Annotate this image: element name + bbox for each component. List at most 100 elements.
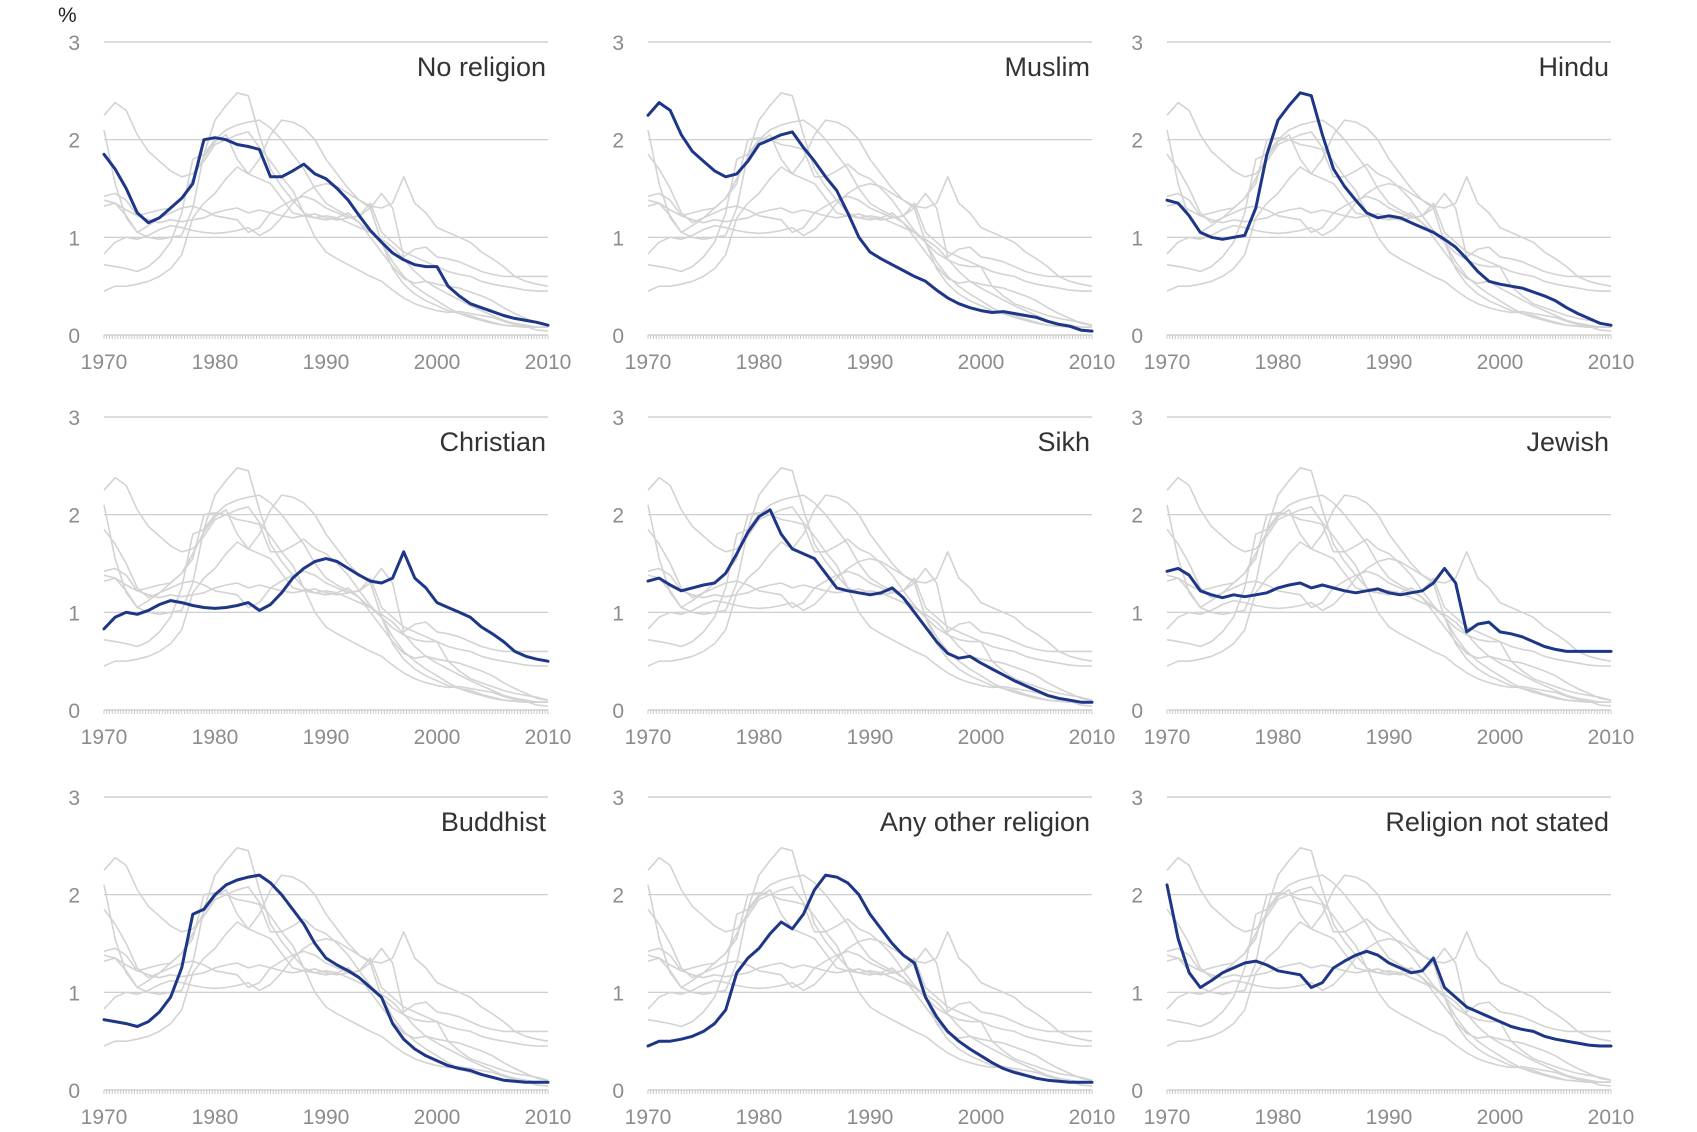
x-tick-label: 2000 (414, 726, 461, 749)
context-series-line (647, 192, 1092, 278)
context-series-line (647, 511, 1093, 701)
panel-title: Hindu (1538, 52, 1609, 82)
context-series-line (1166, 846, 1612, 1081)
x-tick-label: 2010 (1588, 1106, 1635, 1129)
x-tick-label: 1970 (81, 351, 128, 374)
context-series-line (103, 494, 548, 704)
y-tick-label: 2 (1131, 885, 1143, 908)
context-series-line (103, 129, 548, 292)
y-tick-label: 1 (1131, 982, 1143, 1005)
x-axis-minor-ticks (647, 335, 1093, 339)
y-tick-label: 1 (68, 602, 80, 625)
context-series-line (647, 129, 1092, 292)
y-tick-label: 0 (612, 700, 624, 723)
x-tick-label: 1980 (192, 351, 239, 374)
y-tick-label: 1 (612, 602, 624, 625)
y-tick-label: 3 (612, 32, 624, 55)
x-tick-label: 2010 (1069, 351, 1116, 374)
x-axis-minor-ticks (103, 335, 549, 339)
x-tick-label: 1990 (1366, 726, 1413, 749)
x-tick-label: 1980 (736, 1106, 783, 1129)
x-tick-label: 1970 (625, 726, 672, 749)
highlight-series-line (102, 550, 550, 663)
y-tick-label: 0 (68, 325, 80, 348)
y-tick-label: 1 (68, 982, 80, 1005)
panel: 0 1 2 3 1970 1980 1990 2000 2010 Buddhist (68, 787, 571, 1129)
x-axis-minor-ticks (647, 710, 1093, 714)
y-tick-label: 3 (1131, 407, 1143, 430)
y-tick-label: 2 (68, 885, 80, 908)
y-tick-label: 2 (612, 505, 624, 528)
context-series-line (103, 930, 549, 1042)
context-series-line (647, 504, 1092, 667)
context-series-line (103, 888, 548, 1083)
context-series-line (1166, 466, 1612, 701)
highlight-series-line (646, 101, 1094, 333)
y-tick-label: 0 (1131, 700, 1143, 723)
context-series-line (647, 947, 1092, 1033)
context-series-line (103, 92, 549, 326)
y-tick-label: 1 (612, 982, 624, 1005)
context-series-line (103, 504, 548, 667)
panel: 0 1 2 3 1970 1980 1990 2000 2010 Religion not sta… (1131, 787, 1634, 1129)
x-axis-minor-ticks (103, 710, 549, 714)
context-series-line (103, 466, 549, 701)
context-series-line (1166, 550, 1612, 662)
context-series-line (1166, 888, 1611, 1083)
y-tick-label: 1 (612, 227, 624, 250)
x-tick-label: 1990 (847, 1106, 894, 1129)
context-series-line (647, 567, 1092, 653)
y-tick-label: 2 (612, 130, 624, 153)
x-tick-label: 2010 (1069, 1106, 1116, 1129)
context-series-line (1166, 508, 1611, 704)
highlight-series-line (102, 873, 550, 1084)
x-tick-label: 1970 (81, 726, 128, 749)
x-tick-label: 1990 (847, 726, 894, 749)
context-series-line (647, 136, 1093, 326)
panel: 0 1 2 3 1970 1980 1990 2000 2010 Hindu (1131, 32, 1634, 374)
panel: 0 1 2 3 1970 1980 1990 2000 2010 Sikh (612, 407, 1115, 749)
x-tick-label: 2000 (958, 726, 1005, 749)
context-series-line (647, 134, 1092, 329)
context-series-line (103, 101, 549, 332)
context-series-line (647, 466, 1093, 701)
context-series-line (1166, 101, 1612, 332)
x-tick-label: 2000 (958, 351, 1005, 374)
x-tick-label: 1990 (303, 726, 350, 749)
context-series-line (647, 874, 1092, 1083)
context-series-line (103, 511, 549, 701)
context-series-line (103, 947, 548, 1033)
context-series-line (1166, 494, 1611, 704)
x-tick-label: 1980 (1255, 1106, 1302, 1129)
x-tick-label: 1970 (625, 1106, 672, 1129)
x-tick-label: 1970 (625, 351, 672, 374)
y-tick-label: 0 (68, 700, 80, 723)
context-series-line (1166, 511, 1612, 701)
x-tick-label: 2000 (958, 1106, 1005, 1129)
context-series-line (1166, 874, 1611, 1083)
x-tick-label: 1970 (1144, 351, 1191, 374)
context-series-line (103, 176, 549, 287)
panel: 0 1 2 3 1970 1980 1990 2000 2010 Any other religi… (612, 787, 1115, 1129)
panel-title: No religion (417, 52, 546, 82)
context-series-line (647, 550, 1093, 662)
highlight-series-line (102, 136, 550, 327)
context-series-line (1166, 947, 1611, 1033)
context-series-line (1166, 504, 1611, 667)
context-series-line (1166, 119, 1611, 329)
y-tick-label: 3 (1131, 787, 1143, 810)
x-tick-label: 1980 (736, 351, 783, 374)
x-axis-minor-ticks (1166, 1090, 1612, 1094)
y-tick-label: 2 (1131, 505, 1143, 528)
x-tick-label: 2010 (1069, 726, 1116, 749)
context-series-line (103, 134, 548, 329)
x-tick-label: 2010 (525, 351, 572, 374)
context-series-line (103, 891, 549, 1081)
panel-title: Sikh (1037, 427, 1090, 457)
context-series-line (1166, 891, 1612, 1081)
x-tick-label: 2000 (1477, 726, 1524, 749)
panel-title: Muslim (1005, 52, 1091, 82)
y-tick-label: 3 (68, 407, 80, 430)
context-series-line (1166, 129, 1611, 292)
